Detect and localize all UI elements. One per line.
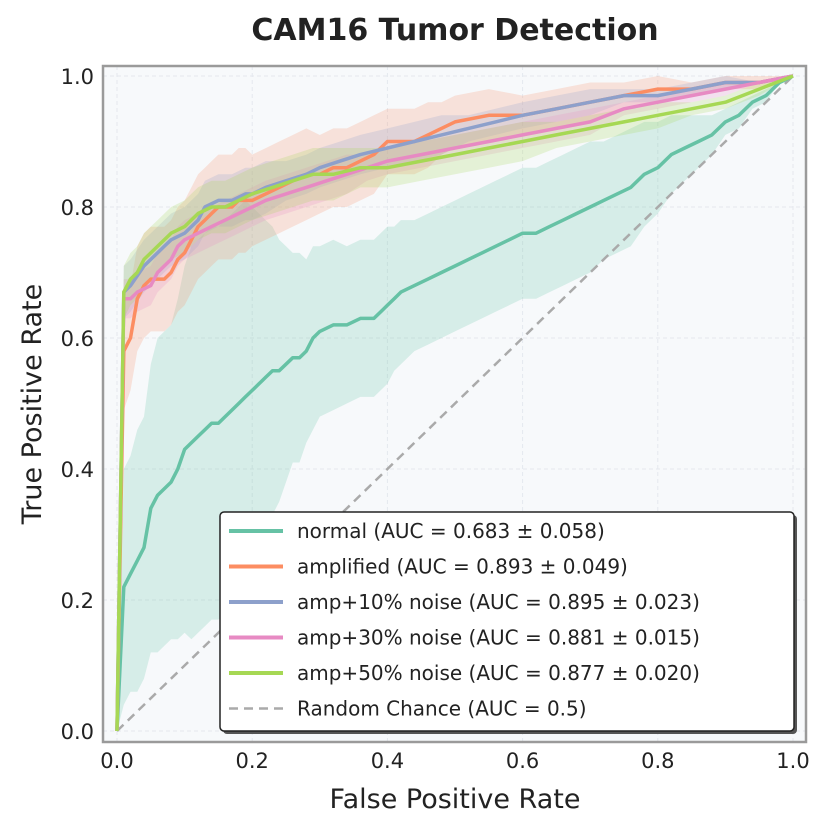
legend: normal (AUC = 0.683 ± 0.058) amplified (A… xyxy=(219,511,797,734)
x-tick-label: 0.2 xyxy=(235,749,268,773)
plot-frame xyxy=(101,64,808,744)
series-line-amp-10-noise xyxy=(115,74,794,732)
x-axis-label: False Positive Rate xyxy=(330,784,581,815)
legend-label: amplified (AUC = 0.893 ± 0.049) xyxy=(297,555,628,579)
x-tick-label: 0.6 xyxy=(506,749,539,773)
legend-label: normal (AUC = 0.683 ± 0.058) xyxy=(297,519,605,543)
series-line-amp-30-noise xyxy=(115,74,794,732)
x-tick-labels: 0.0 0.2 0.4 0.6 0.8 1.0 xyxy=(100,749,809,773)
legend-label: Random Chance (AUC = 0.5) xyxy=(297,697,587,721)
series-lines xyxy=(115,74,794,732)
series-line-amp-50-noise xyxy=(115,74,794,732)
legend-items: normal (AUC = 0.683 ± 0.058) amplified (A… xyxy=(229,519,700,721)
x-tick-label: 0.4 xyxy=(371,749,404,773)
x-tick-label: 0.8 xyxy=(641,749,674,773)
y-axis-label: True Positive Rate xyxy=(17,284,48,526)
y-tick-label: 0.2 xyxy=(61,589,94,613)
x-tick-label: 0.0 xyxy=(100,749,133,773)
legend-label: amp+10% noise (AUC = 0.895 ± 0.023) xyxy=(297,590,700,614)
chart-title: CAM16 Tumor Detection xyxy=(251,13,658,48)
legend-label: amp+50% noise (AUC = 0.877 ± 0.020) xyxy=(297,661,700,685)
x-tick-label: 1.0 xyxy=(776,749,809,773)
legend-box xyxy=(219,511,795,732)
y-tick-labels: 0.0 0.2 0.4 0.6 0.8 1.0 xyxy=(61,65,94,744)
y-tick-label: 0.4 xyxy=(61,458,94,482)
y-tick-label: 0.8 xyxy=(61,196,94,220)
legend-label: amp+30% noise (AUC = 0.881 ± 0.015) xyxy=(297,626,700,650)
y-tick-label: 0.0 xyxy=(61,720,94,744)
y-tick-label: 0.6 xyxy=(61,327,94,351)
series-line-normal xyxy=(115,74,794,732)
y-tick-label: 1.0 xyxy=(61,65,94,89)
